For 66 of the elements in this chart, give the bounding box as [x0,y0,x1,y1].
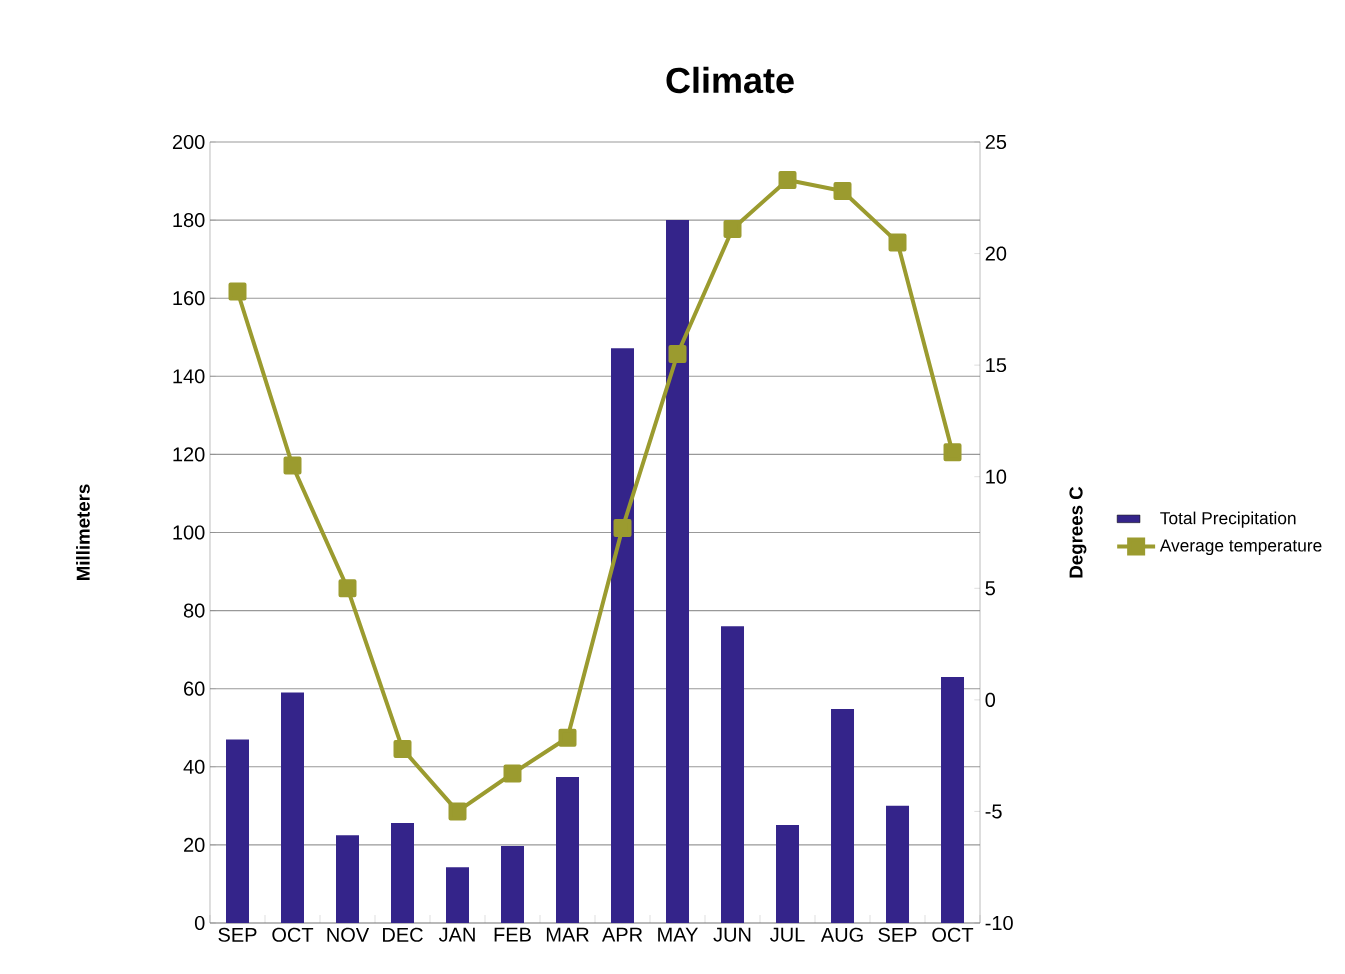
x-tick-label: SEP [878,927,917,942]
bar [446,867,469,923]
point [613,519,632,538]
y2-tick-label: 5 [985,581,996,596]
y2-tick-label: -10 [985,915,1013,931]
y-tick-label: 40 [183,759,205,774]
x-tick-label: JUL [770,927,805,942]
y2-tick-label: 20 [985,246,1007,261]
bar [831,709,855,923]
point [558,728,577,747]
bar [721,626,745,923]
y-tick-label: 60 [184,681,205,696]
bar [556,776,580,923]
x-tick-label: OCT [272,927,314,942]
bar [336,835,359,923]
x-tick-label: JAN [438,927,475,942]
point [778,170,797,189]
bar [226,739,249,923]
y2-tick-label: -5 [985,804,1002,819]
x-tick-label: FEB [494,927,531,942]
point [228,282,247,301]
chart-title: Climate [666,66,794,94]
y-axis-title: Millimeters [76,484,90,580]
point [393,739,412,758]
y-tick-label: 200 [172,134,205,150]
x-tick-label: MAR [546,927,589,942]
y2-axis-title: Degrees C [1069,486,1087,578]
y-tick-label: 140 [173,369,205,384]
point [503,764,522,783]
y-tick-label: 20 [184,837,205,852]
x-tick-label: NOV [327,927,370,942]
x-tick-label: DEC [383,927,423,942]
y2-tick-label: 15 [986,358,1007,373]
bar [281,692,304,923]
x-tick-label: MAY [658,927,698,942]
bar [886,805,910,923]
x-tick-label: JUN [713,927,751,942]
x-tick-label: AUG [820,927,863,942]
y-tick-label: 80 [183,603,205,618]
y2-tick-label: 25 [985,134,1007,150]
y-tick-label: 180 [173,213,205,228]
point [283,456,302,475]
point [943,443,962,462]
bar [666,220,690,923]
bar [501,846,525,923]
x-tick-label: APR [601,927,643,942]
bar [776,824,800,923]
legend-label: Average temperature [1159,539,1322,555]
x-tick-label: OCT [932,927,974,942]
y-tick-label: 100 [173,525,205,540]
y-tick-label: 120 [173,447,205,462]
x-tick-label: SEP [218,927,257,942]
point [448,802,467,821]
point [833,182,852,201]
bar [391,823,415,923]
bar [941,676,965,923]
point [723,220,742,239]
y-tick-label: 160 [173,291,205,306]
point [338,579,357,598]
legend-label: Total Precipitation [1160,511,1296,528]
y-tick-label: 0 [194,915,205,931]
y2-tick-label: 10 [986,469,1007,484]
y2-tick-label: 0 [985,692,996,707]
point [888,233,907,252]
bar [611,348,634,923]
point [668,344,687,363]
